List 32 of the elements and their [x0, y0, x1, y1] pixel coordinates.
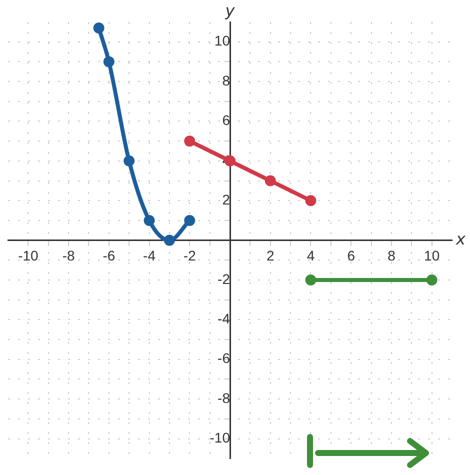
y-tick-label: -8 — [218, 390, 230, 406]
point — [184, 136, 196, 147]
point — [164, 234, 175, 246]
y-tick-label: 6 — [222, 112, 230, 128]
x-axis-title: x — [455, 229, 466, 248]
y-tick-label: 10 — [214, 32, 230, 49]
x-tick-label: -6 — [102, 248, 116, 264]
point — [426, 274, 438, 286]
x-tick-label: -4 — [143, 248, 156, 264]
point — [144, 214, 155, 226]
point — [184, 214, 196, 226]
x-tick-label: 4 — [306, 248, 315, 264]
y-tick-label: 2 — [222, 191, 230, 208]
point — [305, 195, 316, 206]
x-tick-label: 10 — [424, 248, 440, 264]
x-tick-label: 8 — [388, 248, 396, 264]
y-axis-title: y — [224, 1, 236, 20]
x-tick-label: -8 — [62, 248, 75, 264]
x-tick-label: -2 — [183, 248, 196, 264]
point — [103, 56, 114, 68]
point — [305, 274, 316, 286]
y-tick-label: -4 — [218, 310, 230, 327]
y-tick-label: -10 — [210, 430, 230, 446]
point — [124, 155, 135, 166]
y-tick-label: -6 — [218, 350, 230, 366]
y-tick-label: 8 — [222, 72, 230, 88]
point — [93, 22, 104, 34]
x-tick-label: 2 — [266, 248, 274, 264]
x-tick-label: -10 — [18, 248, 39, 264]
y-tick-label: -2 — [218, 270, 230, 287]
point — [264, 175, 276, 186]
x-tick-label: 6 — [347, 248, 356, 264]
